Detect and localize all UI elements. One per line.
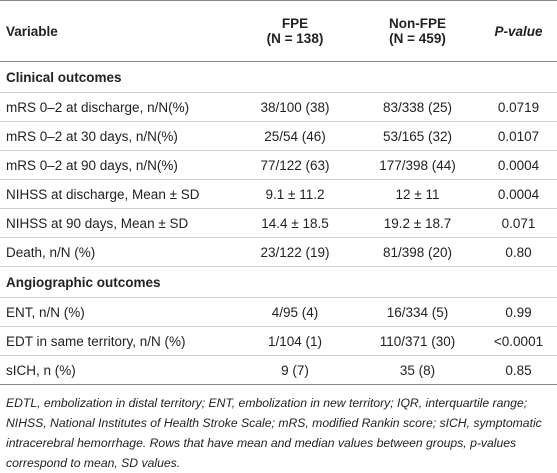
cell: 4/95 (4) [271,304,319,320]
cell: 0.99 [505,304,532,320]
row-label: mRS 0–2 at 90 days, n/N(%) [6,157,178,173]
data-row: mRS 0–2 at 90 days, n/N(%) 77/122 (63) 177… [0,151,557,180]
column-header: Non-FPE (N = 459) [355,1,480,62]
section-title: Angiographic outcomes [6,274,161,290]
cell: 38/100 (38) [260,99,330,115]
data-row: sICH, n (%) 9 (7) 35 (8) 0.85 [0,356,557,385]
cell: 12 ± 11 [395,186,440,202]
cell: 14.4 ± 18.5 [261,215,329,231]
cell: 177/398 (44) [379,157,456,173]
row-label: EDT in same territory, n/N (%) [6,333,186,349]
row-label: NIHSS at 90 days, Mean ± SD [6,215,189,231]
data-row: NIHSS at 90 days, Mean ± SD 14.4 ± 18.5 19… [0,209,557,238]
results-table: Variable FPE (N = 138) Non-FPE (N = 459) P-va… [0,0,557,385]
data-row: NIHSS at discharge, Mean ± SD 9.1 ± 11.2 1… [0,180,557,209]
header-row: Variable FPE (N = 138) Non-FPE (N = 459) P-va… [0,0,557,62]
cell: 81/398 (20) [382,244,453,260]
row-label: mRS 0–2 at 30 days, n/N(%) [6,128,178,144]
data-row: ENT, n/N (%) 4/95 (4) 16/334 (5) 0.99 [0,298,557,327]
cell: 0.0004 [497,157,540,173]
cell: 0.0004 [497,186,540,202]
table-header: Variable FPE (N = 138) Non-FPE (N = 459) P-va… [0,0,557,62]
cell: 9.1 ± 11.2 [265,186,325,202]
footnote: EDTL, embolization in distal territory; … [6,396,542,470]
cell: 0.0107 [497,128,540,144]
column-name: FPE [281,16,309,31]
data-row: mRS 0–2 at 30 days, n/N(%) 25/54 (46) 53/1… [0,122,557,151]
cell: 0.071 [501,215,536,231]
column-name: Variable [6,23,58,39]
cell: 9 (7) [281,362,309,378]
cell: 25/54 (46) [264,128,326,144]
cell: 0.85 [505,362,532,378]
cell: 0.80 [505,244,532,260]
cell: 83/338 (25) [382,99,453,115]
data-row: mRS 0–2 at discharge, n/N(%) 38/100 (38) 8… [0,93,557,122]
column-header: Variable [0,1,235,62]
cell: 23/122 (19) [260,244,330,260]
cell: 19.2 ± 18.7 [383,215,452,231]
data-row: EDT in same territory, n/N (%) 1/104 (1) 1… [0,327,557,356]
row-label: Death, n/N (%) [6,244,96,260]
column-n: (N = 138) [266,31,324,46]
column-name: P-value [494,23,543,39]
data-row: Death, n/N (%) 23/122 (19) 81/398 (20) 0.80 [0,238,557,267]
column-name: Non-FPE [389,16,446,31]
table-body: Clinical outcomes mRS 0–2 at discharge, n… [0,62,557,385]
row-label: sICH, n (%) [6,362,76,378]
row-label: mRS 0–2 at discharge, n/N(%) [6,99,190,115]
section-title: Clinical outcomes [6,69,122,85]
section-row: Angiographic outcomes [0,267,557,298]
row-label: ENT, n/N (%) [6,304,85,320]
row-label: NIHSS at discharge, Mean ± SD [6,186,200,202]
cell: 16/334 (5) [386,304,449,320]
cell: 35 (8) [399,362,436,378]
cell: <0.0001 [493,333,544,349]
column-header: FPE (N = 138) [235,1,355,62]
cell: 0.0719 [497,99,540,115]
cell: 110/371 (30) [379,333,456,349]
section-row: Clinical outcomes [0,62,557,93]
cell: 1/104 (1) [267,333,323,349]
column-n: (N = 459) [389,31,446,46]
column-header: P-value [480,1,557,62]
cell: 53/165 (32) [382,128,453,144]
cell: 77/122 (63) [260,157,330,173]
